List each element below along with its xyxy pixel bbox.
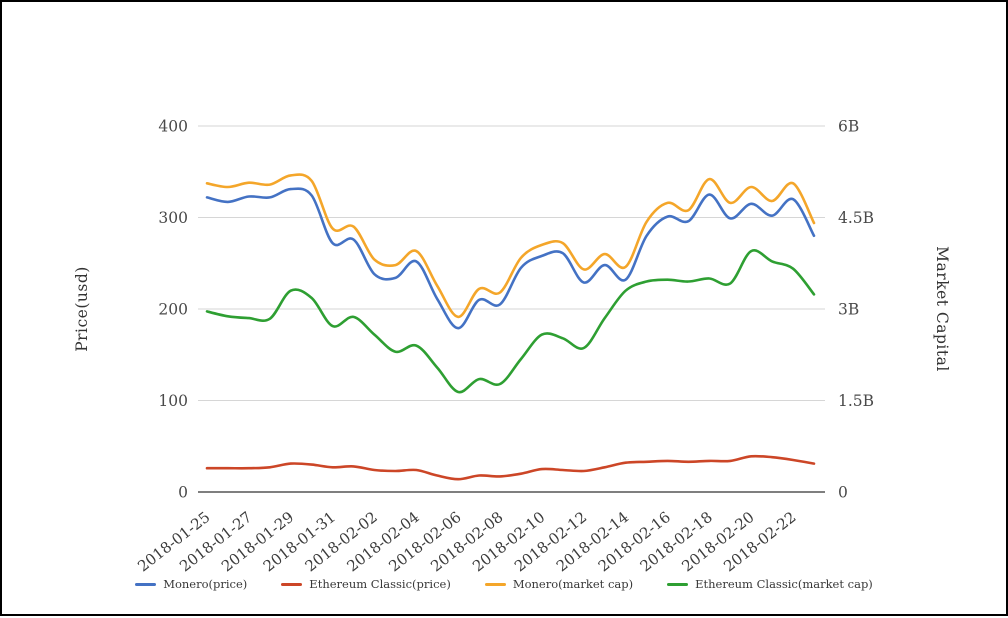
right-tick-label: 1.5B <box>838 392 874 410</box>
series-line-ethereum-classic-price- <box>205 454 816 481</box>
legend-line-swatch <box>281 582 303 586</box>
legend-item-monero-price-[interactable]: Monero(price) <box>135 577 247 591</box>
right-tick-label: 6B <box>838 118 859 136</box>
legend-item-ethereum-classic-price-[interactable]: Ethereum Classic(price) <box>281 577 451 591</box>
left-tick-label: 100 <box>158 392 188 410</box>
series-line-ethereum-classic-market-cap- <box>205 249 816 394</box>
left-tick-label: 400 <box>158 118 188 136</box>
right-tick-label: 4.5B <box>838 209 874 227</box>
right-axis-title: Market Capital <box>933 246 951 372</box>
right-tick-label: 3B <box>838 301 859 319</box>
legend-label: Monero(price) <box>163 577 248 591</box>
left-tick-label: 300 <box>158 209 188 227</box>
legend-item-monero-market-cap-[interactable]: Monero(market cap) <box>484 577 634 591</box>
legend-label: Ethereum Classic(price) <box>309 577 451 591</box>
legend-item-ethereum-classic-market-cap-[interactable]: Ethereum Classic(market cap) <box>667 577 873 591</box>
legend-line-swatch <box>135 582 157 586</box>
series-line-monero-market-cap- <box>205 173 816 319</box>
left-tick-label: 0 <box>178 484 188 502</box>
left-tick-label: 200 <box>158 301 188 319</box>
legend-label: Ethereum Classic(market cap) <box>695 577 873 591</box>
legend-line-swatch <box>667 582 689 586</box>
legend-label: Monero(market cap) <box>512 577 634 591</box>
left-axis-title: Price(usd) <box>73 266 91 352</box>
chart-legend: Monero(price) Ethereum Classic(price) Mone… <box>2 577 1006 591</box>
legend-line-swatch <box>484 582 506 586</box>
right-tick-label: 0 <box>838 484 848 502</box>
series-line-monero-price- <box>205 187 816 330</box>
